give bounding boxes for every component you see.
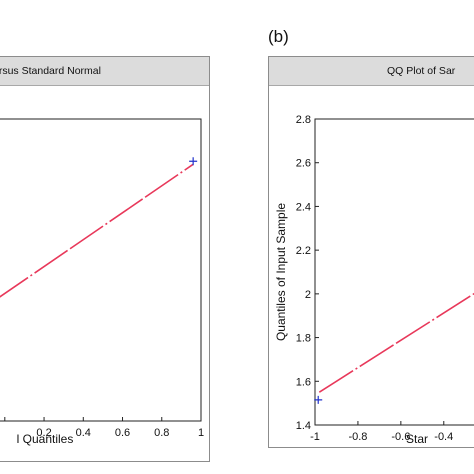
reference-line bbox=[0, 163, 194, 298]
window-titlebar-b: QQ Plot of Sar bbox=[269, 57, 474, 86]
x-tick-label: -0.6 bbox=[391, 431, 410, 443]
panel-label-b: (b) bbox=[268, 27, 289, 46]
y-tick-label: 2.2 bbox=[296, 245, 311, 257]
window-title-a: ersus Standard Normal bbox=[0, 65, 101, 77]
x-tick-label: -0.4 bbox=[434, 431, 453, 443]
y-tick-label: 2.8 bbox=[296, 114, 311, 126]
data-point-marker bbox=[314, 395, 323, 404]
y-tick-label: 2.4 bbox=[296, 201, 311, 213]
data-point-marker bbox=[189, 157, 198, 166]
window-titlebar-a: ersus Standard Normal bbox=[0, 57, 209, 86]
qq-figure-window-b: QQ Plot of Sar -1 -0.8 -0.6 -0.4 1.4 1.6 1.8 2 2… bbox=[268, 56, 474, 448]
x-tick-label: -0.8 bbox=[348, 431, 367, 443]
x-tick-label: 0.8 bbox=[154, 427, 169, 439]
reference-line bbox=[318, 292, 474, 393]
axes-box bbox=[314, 118, 474, 426]
x-tick-label: 1 bbox=[198, 427, 204, 439]
x-tick-label: 0.2 bbox=[36, 427, 51, 439]
qq-plot-a: 0.2 0.4 0.6 0.8 1 l Quantiles bbox=[0, 118, 204, 446]
qq-figure-window-a: ersus Standard Normal 0.2 0.4 0.6 0.8 1 l Qua… bbox=[0, 56, 210, 462]
y-tick-label: 2 bbox=[305, 289, 311, 301]
y-axis-label: Quantiles of Input Sample bbox=[274, 203, 288, 341]
x-tick-label: 0.6 bbox=[115, 427, 130, 439]
y-tick-label: 1.8 bbox=[296, 333, 311, 345]
y-tick-label: 1.4 bbox=[296, 420, 311, 432]
axes-box bbox=[0, 118, 202, 422]
qq-plot-b: -1 -0.8 -0.6 -0.4 1.4 1.6 1.8 2 2.2 2.4 2.6 2.8 Star… bbox=[274, 114, 474, 446]
y-tick-label: 2.6 bbox=[296, 158, 311, 170]
x-tick-label: -1 bbox=[310, 431, 320, 443]
x-axis-label: Star bbox=[406, 432, 428, 446]
x-axis-label: l Quantiles bbox=[17, 432, 74, 446]
x-tick-label: 0.4 bbox=[76, 427, 91, 439]
window-title-b: QQ Plot of Sar bbox=[387, 65, 456, 77]
y-tick-label: 1.6 bbox=[296, 376, 311, 388]
